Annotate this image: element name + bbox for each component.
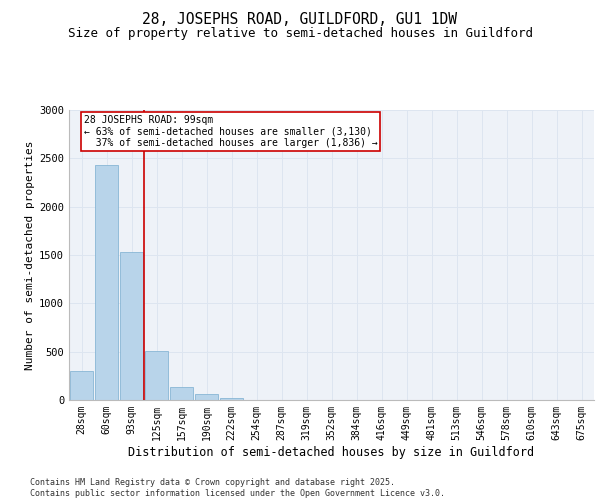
- Text: 28, JOSEPHS ROAD, GUILDFORD, GU1 1DW: 28, JOSEPHS ROAD, GUILDFORD, GU1 1DW: [143, 12, 458, 28]
- Bar: [145, 350, 168, 400]
- X-axis label: Distribution of semi-detached houses by size in Guildford: Distribution of semi-detached houses by …: [128, 446, 535, 458]
- Text: 28 JOSEPHS ROAD: 99sqm
← 63% of semi-detached houses are smaller (3,130)
  37% o: 28 JOSEPHS ROAD: 99sqm ← 63% of semi-det…: [83, 115, 377, 148]
- Bar: [70, 371, 93, 400]
- Bar: [120, 252, 143, 400]
- Bar: [95, 165, 118, 400]
- Text: Size of property relative to semi-detached houses in Guildford: Size of property relative to semi-detach…: [67, 28, 533, 40]
- Bar: [220, 398, 243, 400]
- Text: Contains HM Land Registry data © Crown copyright and database right 2025.
Contai: Contains HM Land Registry data © Crown c…: [30, 478, 445, 498]
- Y-axis label: Number of semi-detached properties: Number of semi-detached properties: [25, 140, 35, 370]
- Bar: [195, 394, 218, 400]
- Bar: [170, 388, 193, 400]
